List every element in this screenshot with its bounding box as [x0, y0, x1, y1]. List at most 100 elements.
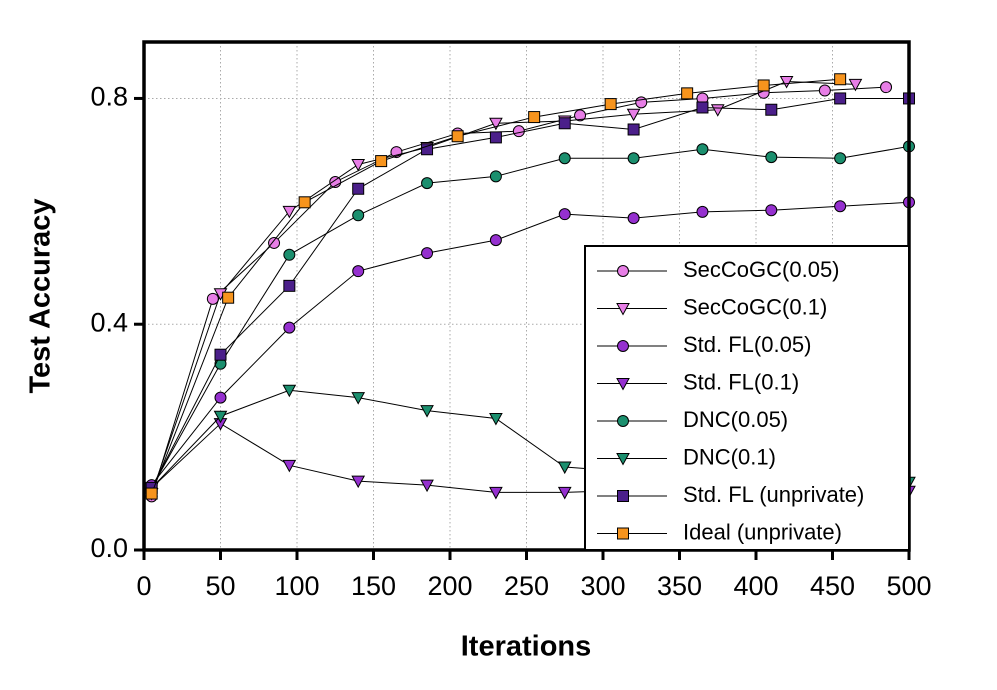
- marker: [765, 103, 778, 116]
- x-tick-label: 400: [733, 571, 778, 601]
- legend-label: Std. FL(0.05): [683, 332, 811, 357]
- marker: [818, 84, 831, 97]
- marker: [848, 78, 863, 92]
- marker: [282, 384, 297, 398]
- x-tick-label: 300: [580, 571, 625, 601]
- legend-box: [584, 245, 910, 551]
- marker: [268, 236, 281, 249]
- legend-label: DNC(0.1): [683, 444, 776, 469]
- marker: [557, 486, 572, 500]
- marker: [489, 117, 503, 131]
- marker: [765, 151, 778, 164]
- x-tick-label: 250: [504, 571, 549, 601]
- marker: [420, 479, 434, 493]
- marker: [834, 92, 847, 105]
- marker: [616, 453, 630, 466]
- marker: [352, 209, 365, 222]
- legend-label: SecCoGC(0.05): [683, 257, 840, 282]
- y-tick-label: 0.8: [90, 82, 128, 112]
- marker: [834, 73, 847, 86]
- series-line: [151, 145, 910, 489]
- marker: [617, 415, 629, 427]
- x-axis-label: Iterations: [461, 631, 592, 663]
- series-line: [151, 201, 910, 486]
- marker: [489, 234, 502, 247]
- y-tick-label: 0.0: [90, 533, 128, 563]
- marker: [489, 412, 503, 426]
- marker: [351, 475, 366, 489]
- marker: [617, 340, 629, 352]
- marker: [627, 123, 640, 136]
- x-tick-label: 200: [427, 571, 472, 601]
- marker: [626, 108, 641, 122]
- marker: [558, 152, 571, 165]
- marker: [617, 527, 629, 540]
- marker: [627, 152, 640, 165]
- marker: [512, 125, 525, 138]
- x-tick-label: 50: [205, 571, 235, 601]
- marker: [421, 247, 434, 260]
- legend-label: SecCoGC(0.1): [683, 294, 827, 319]
- marker: [696, 205, 709, 218]
- marker: [282, 205, 297, 219]
- marker: [351, 158, 366, 172]
- marker: [282, 459, 297, 473]
- marker: [604, 98, 617, 111]
- marker: [283, 248, 296, 261]
- marker: [214, 348, 227, 361]
- y-tick-label: 0.4: [90, 307, 128, 337]
- marker: [616, 303, 630, 316]
- marker: [489, 170, 502, 183]
- marker: [352, 182, 365, 195]
- marker: [489, 131, 502, 144]
- marker: [627, 212, 640, 225]
- marker: [558, 117, 571, 130]
- marker: [213, 410, 228, 424]
- marker: [834, 152, 847, 165]
- legend-label: Std. FL (unprivate): [683, 482, 864, 507]
- marker: [421, 143, 434, 156]
- marker: [421, 177, 434, 190]
- marker: [696, 101, 709, 114]
- marker: [451, 130, 464, 143]
- marker: [375, 155, 388, 168]
- legend: SecCoGC(0.05) SecCoGC(0.1) Std. FL(0.05) St…: [584, 245, 910, 551]
- y-axis-label: Test Accuracy: [25, 198, 57, 393]
- legend-label: DNC(0.05): [683, 407, 788, 432]
- legend-label: Ideal (unprivate): [683, 519, 842, 544]
- x-tick-label: 350: [657, 571, 702, 601]
- marker: [489, 486, 503, 500]
- marker: [222, 291, 235, 304]
- x-tick-label: 0: [136, 571, 151, 601]
- series-line: [151, 78, 841, 494]
- marker: [757, 79, 770, 92]
- marker: [557, 461, 572, 475]
- x-tick-label: 100: [274, 571, 319, 601]
- legend-label: Std. FL(0.1): [683, 369, 799, 394]
- marker: [298, 196, 311, 209]
- marker: [765, 204, 778, 217]
- x-tick-label: 150: [351, 571, 396, 601]
- marker: [528, 111, 541, 124]
- marker: [696, 143, 709, 156]
- marker: [283, 279, 296, 292]
- marker: [681, 87, 694, 100]
- marker: [574, 109, 587, 122]
- marker: [352, 265, 365, 278]
- series-line: [151, 97, 909, 489]
- x-tick-label: 500: [886, 571, 931, 601]
- marker: [214, 391, 227, 404]
- marker: [635, 96, 648, 109]
- marker: [206, 292, 219, 305]
- marker: [145, 487, 158, 500]
- marker: [834, 200, 847, 213]
- marker: [880, 81, 893, 94]
- marker: [616, 378, 630, 391]
- marker: [351, 392, 366, 405]
- marker: [558, 208, 571, 221]
- marker: [617, 490, 629, 502]
- marker: [779, 76, 794, 89]
- marker: [283, 321, 296, 334]
- x-tick-label: 450: [810, 571, 855, 601]
